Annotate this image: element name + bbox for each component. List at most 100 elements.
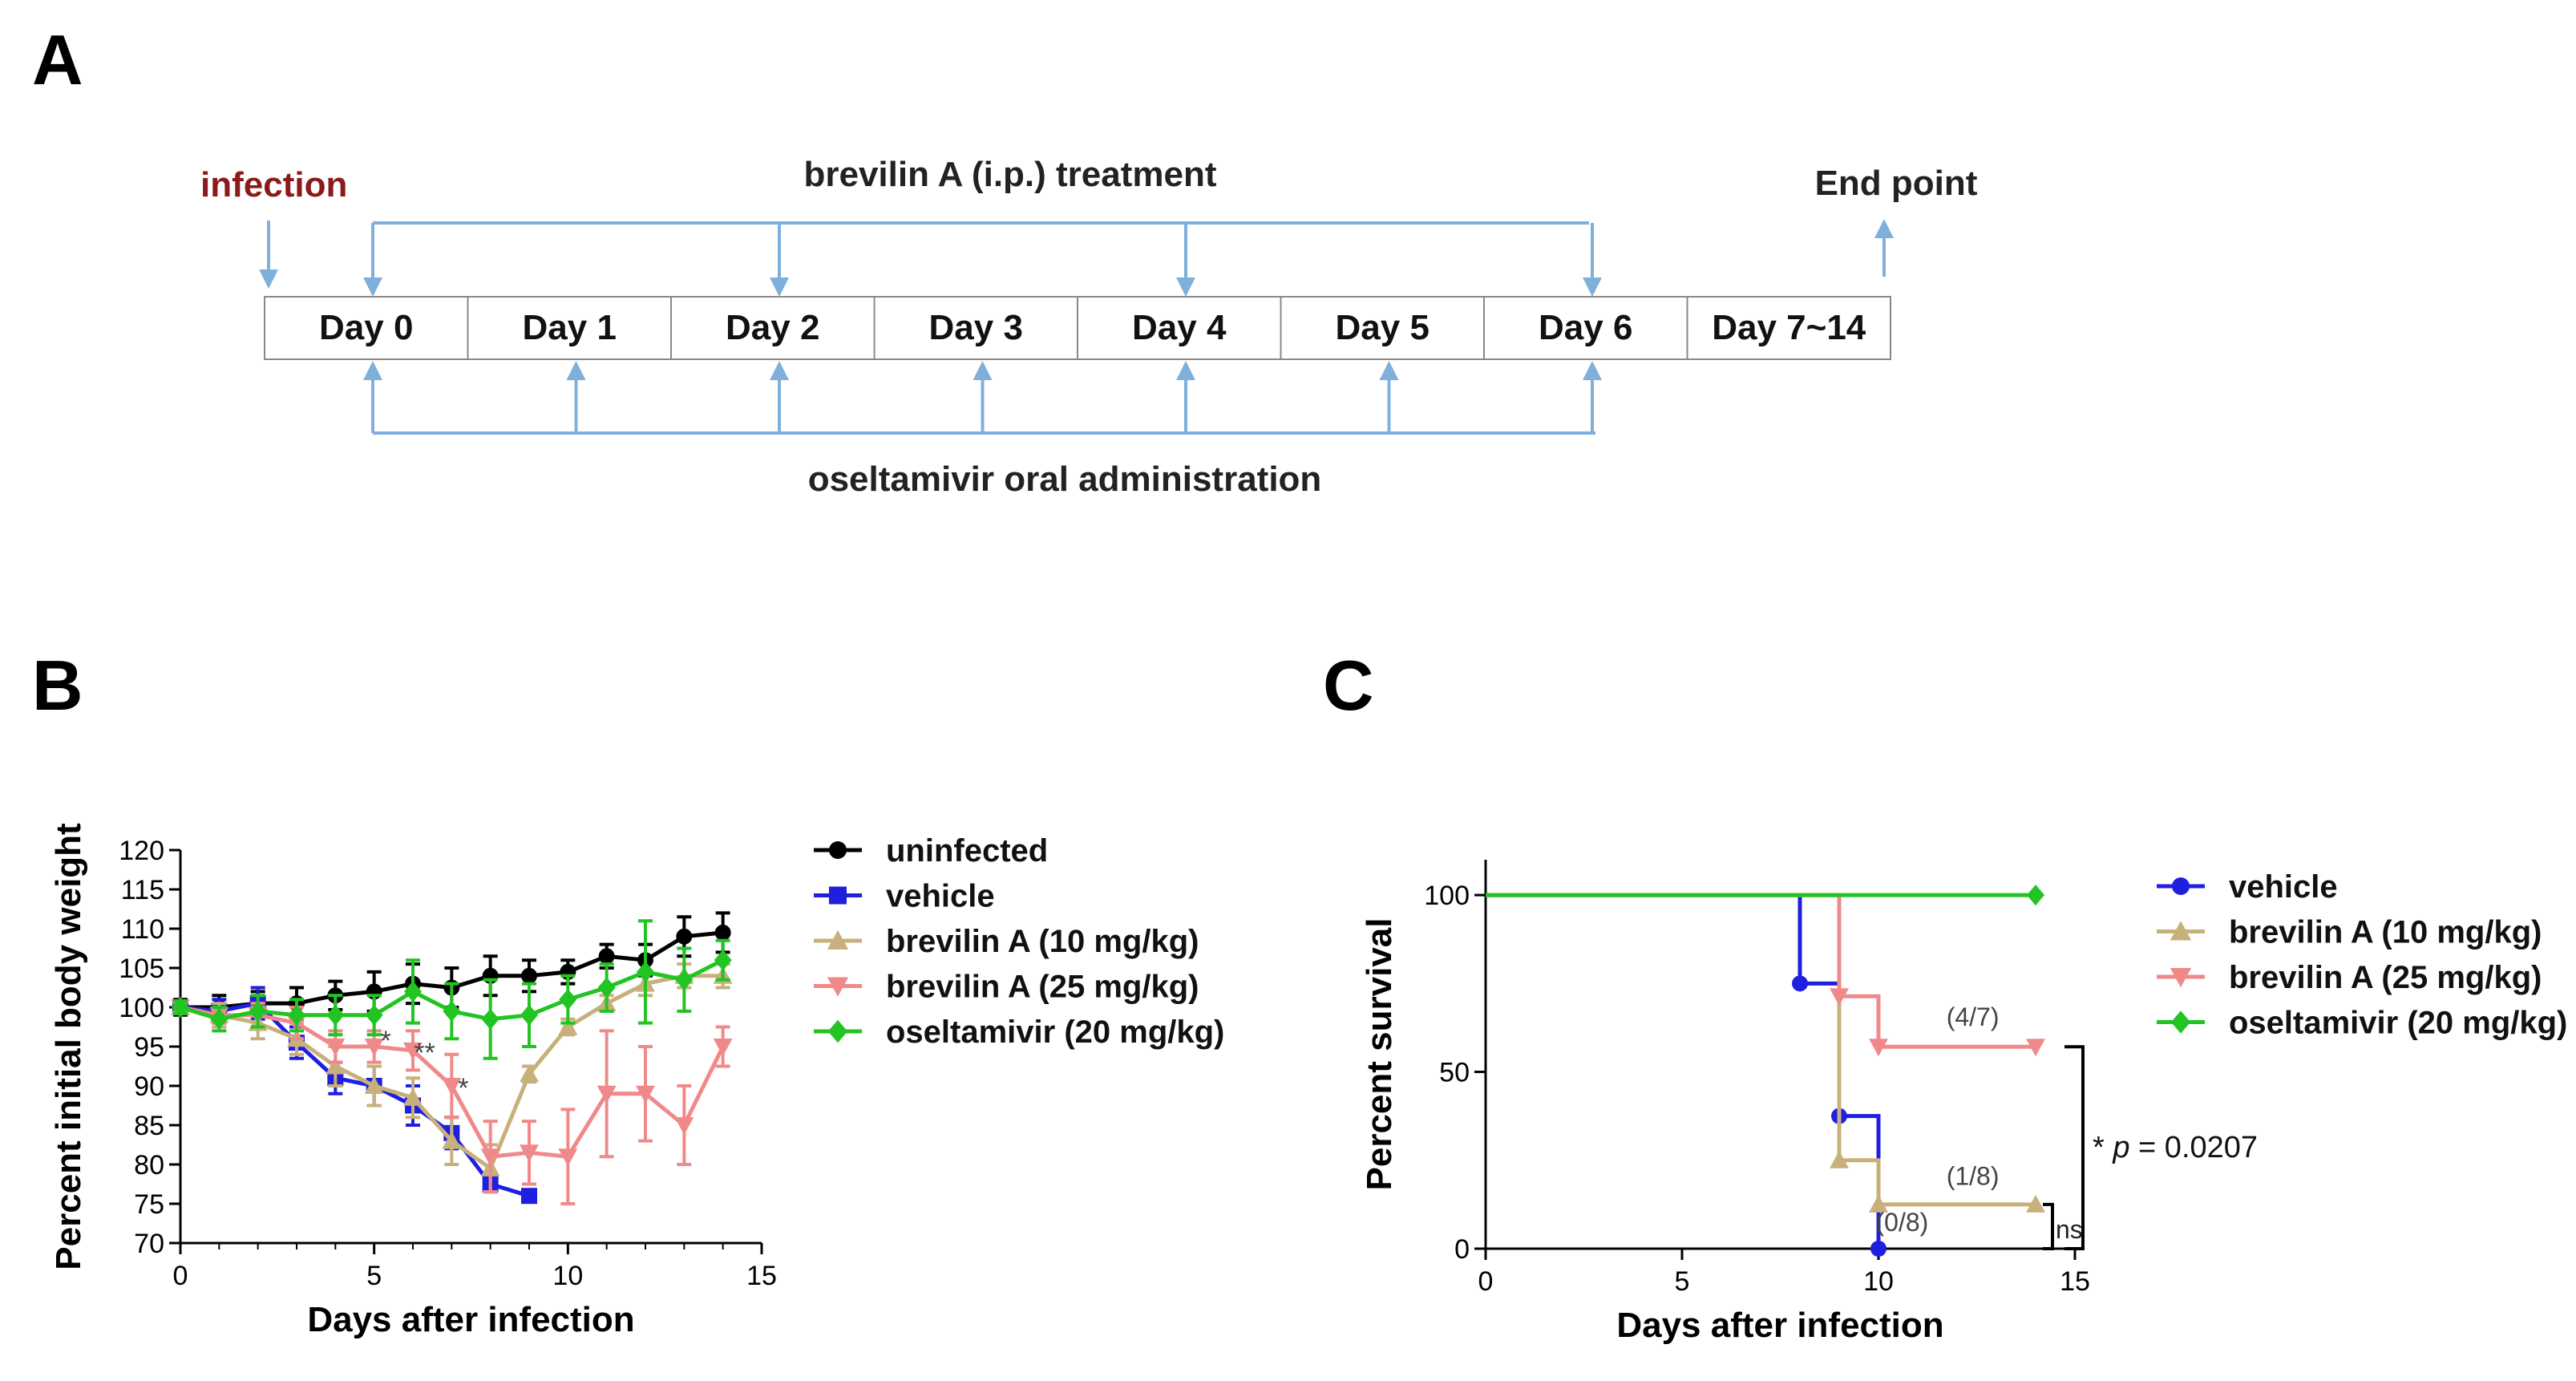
legend-marker	[2172, 877, 2190, 895]
legend-item: vehicle	[2157, 869, 2338, 905]
day-box	[467, 296, 672, 360]
series-brevilin-a-25-mg-kg	[1486, 893, 2045, 1057]
legend-label: uninfected	[886, 833, 1048, 869]
data-point	[481, 1008, 499, 1030]
x-tick-label: 5	[366, 1261, 382, 1291]
survival-chart: 0 5 10 15 0 50 100 Days after infection Percent …	[1360, 860, 2567, 1345]
legend-item: uninfected	[814, 833, 1048, 869]
y-tick-label: 80	[134, 1150, 164, 1181]
day-box	[670, 296, 876, 360]
data-point	[1870, 1241, 1887, 1257]
p-value-label: * p = 0.0207	[2093, 1131, 2258, 1164]
data-point	[1869, 1194, 1888, 1213]
survival-count: (0/8)	[1876, 1208, 1929, 1237]
data-point	[442, 1078, 462, 1095]
endpoint-label: End point	[1815, 164, 1978, 203]
legend-item: brevilin A (25 mg/kg)	[2157, 960, 2542, 995]
weight-chart: 0 5 10 15 70 75 80 85 90 95 100 105 110 115 120 Days af…	[49, 823, 1224, 1339]
p-value-bracket	[2064, 1045, 2085, 1250]
panel-label-c: C	[1323, 646, 1374, 725]
data-point	[520, 1064, 539, 1083]
data-point	[597, 977, 616, 998]
data-point	[442, 1131, 462, 1149]
data-point	[210, 1008, 228, 1030]
data-point	[403, 1087, 423, 1106]
legend-marker	[2170, 968, 2192, 988]
y-tick-label: 50	[1439, 1058, 1470, 1088]
day-box	[1077, 296, 1282, 360]
survival-curve	[1486, 893, 2036, 1207]
data-point	[598, 948, 615, 965]
x-tick-label: 0	[173, 1261, 188, 1291]
data-point	[1830, 988, 1849, 1006]
panel-label-b: B	[32, 646, 83, 725]
data-point	[2026, 1039, 2045, 1057]
day-label: Day 5	[1336, 308, 1430, 347]
oseltamivir-label: oseltamivir oral administration	[808, 460, 1322, 499]
day-boxes: Day 0 Day 1 Day 2 Day 3 Day 4 Day 5 Day 6 Day 7…	[264, 296, 1891, 360]
data-point	[521, 967, 537, 984]
y-tick-label: 100	[119, 993, 164, 1023]
data-point	[403, 1042, 423, 1060]
series-oseltamivir-20-mg-kg	[1486, 885, 2044, 906]
x-tick-label: 5	[1675, 1266, 1690, 1297]
data-point	[1830, 1150, 1849, 1168]
day-box	[1483, 296, 1688, 360]
data-point	[596, 1085, 617, 1104]
day-label: Day 0	[319, 308, 413, 347]
survival-count: (4/7)	[1947, 1002, 2000, 1031]
legend-marker	[827, 977, 849, 997]
y-tick-label: 90	[134, 1071, 164, 1102]
data-point	[326, 1004, 345, 1026]
legend-label: brevilin A (10 mg/kg)	[2229, 915, 2542, 950]
y-tick-label: 85	[134, 1111, 164, 1141]
legend-label: oseltamivir (20 mg/kg)	[886, 1014, 1224, 1050]
y-tick-label: 100	[1424, 881, 1470, 911]
legend-marker	[2170, 921, 2192, 941]
panel-c: C 0 5 10 15 0 50 100 Days after infection Percen…	[1323, 646, 2567, 1345]
data-point	[676, 928, 693, 945]
data-point	[637, 961, 654, 982]
x-axis-label: Days after infection	[1616, 1306, 1943, 1345]
day-box	[1280, 296, 1485, 360]
y-axis-label: Percent initial body weight	[49, 823, 88, 1270]
y-tick-label: 110	[121, 914, 164, 945]
oseltamivir-arrows	[363, 361, 1602, 433]
legend-item: oseltamivir (20 mg/kg)	[814, 1014, 1224, 1050]
legend-label: brevilin A (25 mg/kg)	[2229, 960, 2542, 995]
legend-item: brevilin A (10 mg/kg)	[2157, 915, 2542, 950]
data-point	[714, 950, 732, 971]
survival-count: (1/8)	[1947, 1162, 2000, 1191]
day-label: Day 6	[1539, 308, 1632, 347]
legend-label: brevilin A (10 mg/kg)	[886, 924, 1199, 959]
data-point	[326, 1056, 346, 1075]
y-tick-label: 75	[134, 1189, 164, 1220]
data-point	[558, 1017, 578, 1035]
legend-item: brevilin A (10 mg/kg)	[814, 924, 1199, 959]
legend-label: vehicle	[2229, 869, 2338, 905]
data-point	[559, 989, 577, 1010]
day-label: Day 7~14	[1712, 308, 1866, 347]
significance-marker: *	[381, 1026, 391, 1056]
data-point	[1869, 1039, 1888, 1057]
series-line	[180, 1001, 530, 1198]
legend-marker	[829, 841, 847, 859]
legend-item: vehicle	[814, 879, 995, 914]
x-tick-label: 10	[1863, 1266, 1894, 1297]
data-point	[520, 1004, 538, 1026]
data-point	[674, 1117, 694, 1135]
panel-label-a: A	[32, 20, 83, 99]
y-axis-label: Percent survival	[1360, 918, 1399, 1191]
y-tick-label: 95	[134, 1032, 164, 1063]
data-point	[713, 1039, 733, 1056]
data-point	[172, 997, 189, 1018]
data-point	[249, 1000, 267, 1022]
ns-label: ns	[2056, 1215, 2083, 1244]
series-oseltamivir-20-mg-kg	[172, 919, 732, 1060]
legend-marker	[827, 1019, 848, 1043]
y-tick-label: 0	[1454, 1234, 1470, 1265]
data-point	[326, 1039, 346, 1056]
day-label: Day 3	[929, 308, 1023, 347]
legend-marker	[827, 929, 849, 950]
